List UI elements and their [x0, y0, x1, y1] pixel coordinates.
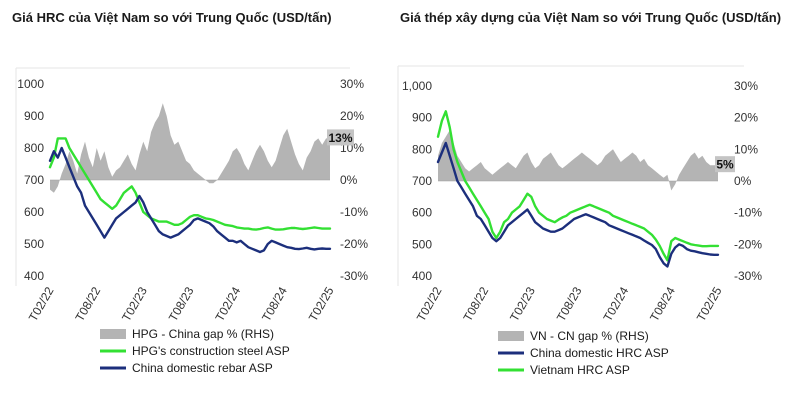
chart-2-y-left-tick: 500: [412, 237, 432, 251]
chart-2-legend-label-1: VN - CN gap % (RHS): [530, 329, 649, 343]
chart-1-x-tick: T02/22: [26, 284, 57, 324]
chart-2-series-line-1: [436, 110, 720, 262]
chart-1-series-line-2: [48, 146, 332, 254]
chart-2-x-tick: T02/25: [694, 284, 725, 324]
chart-1-y-left-tick: 1000: [17, 77, 44, 91]
chart-1-y-left-tick: 500: [24, 237, 44, 251]
chart-2-legend-swatch-1: [498, 331, 524, 341]
chart-2-series-line-2: [436, 141, 720, 268]
chart-1-x-tick: T08/23: [166, 284, 197, 324]
chart-1-y-left-tick: 800: [24, 141, 44, 155]
chart-1-gap-area: [50, 103, 330, 193]
chart-1-legend-label-3: China domestic rebar ASP: [132, 361, 273, 375]
chart-2-x-tick: T02/24: [600, 284, 631, 324]
chart-1-x-tick: T02/23: [119, 284, 150, 324]
chart-1-callout-box: [327, 129, 354, 146]
chart-2-y-left-tick: 400: [412, 269, 432, 283]
chart-2-callout-label: 5%: [716, 158, 734, 172]
chart-2-title: Giá thép xây dựng của Việt Nam so với Tr…: [400, 10, 782, 25]
chart-2-x-tick: T08/23: [554, 284, 585, 324]
chart-1-y-right-tick: -20%: [340, 237, 368, 251]
chart-2-y-right-tick: 20%: [734, 111, 758, 125]
chart-1-title: Giá HRC của Việt Nam so với Trung Quốc (…: [12, 10, 332, 25]
chart-1-y-left-tick: 600: [24, 205, 44, 219]
chart-1-legend-label-2: HPG's construction steel ASP: [132, 344, 290, 358]
chart-1-x-tick: T02/24: [212, 284, 243, 324]
chart-1-y-right-tick: 0%: [340, 173, 358, 187]
chart-2-y-left-tick: 600: [412, 206, 432, 220]
chart-2-y-right-tick: 10%: [734, 142, 758, 156]
chart-1-y-left-tick: 400: [24, 269, 44, 283]
chart-1-y-right-tick: 30%: [340, 77, 364, 91]
chart-1-callout-label: 13%: [328, 131, 352, 145]
chart-2-y-right-tick: -10%: [734, 206, 762, 220]
chart-1-y-right-tick: 20%: [340, 109, 364, 123]
chart-1-legend-label-1: HPG - China gap % (RHS): [132, 327, 274, 341]
chart-2-y-left-tick: 800: [412, 142, 432, 156]
chart-2-y-left-tick: 700: [412, 174, 432, 188]
chart-2-x-tick: T02/22: [414, 284, 445, 324]
chart-1-x-tick: T08/24: [259, 284, 290, 324]
chart-2-y-left-tick: 1,000: [402, 79, 432, 93]
chart-2-x-tick: T08/22: [460, 284, 491, 324]
chart-2-y-right-tick: -30%: [734, 269, 762, 283]
chart-1-legend-swatch-1: [100, 329, 126, 339]
chart-1-x-tick: T02/25: [306, 284, 337, 324]
chart-2-gap-area: [438, 130, 718, 191]
chart-1-y-right-tick: -30%: [340, 269, 368, 283]
chart-2-y-right-tick: 30%: [734, 79, 758, 93]
chart-2-legend-label-3: Vietnam HRC ASP: [530, 363, 630, 377]
chart-1-series-line-1: [48, 137, 332, 231]
chart-2-y-left-tick: 900: [412, 111, 432, 125]
chart-2-y-right-tick: 0%: [734, 174, 752, 188]
chart-1-y-right-tick: -10%: [340, 205, 368, 219]
chart-1-x-tick: T08/22: [72, 284, 103, 324]
chart-2-y-right-tick: -20%: [734, 237, 762, 251]
chart-2-legend-label-2: China domestic HRC ASP: [530, 346, 669, 360]
chart-2-x-tick: T08/24: [647, 284, 678, 324]
chart-2-x-tick: T02/23: [507, 284, 538, 324]
chart-2-callout-box: [715, 156, 735, 173]
chart-1-y-left-tick: 700: [24, 173, 44, 187]
chart-1-y-left-tick: 900: [24, 109, 44, 123]
